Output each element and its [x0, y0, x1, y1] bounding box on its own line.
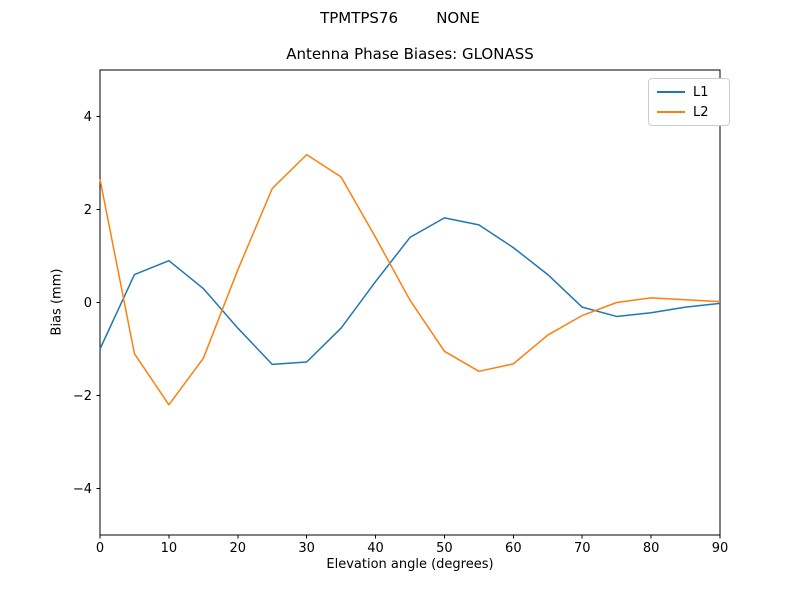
x-tick-label: 10	[161, 541, 178, 556]
legend-label-l1: L1	[693, 84, 709, 100]
series-line-l2	[99, 153, 721, 406]
y-tick-label: 0	[84, 296, 92, 311]
legend-entry-l2: L2	[657, 105, 721, 120]
x-tick-label: 40	[367, 541, 384, 556]
legend: L1 L2	[648, 78, 730, 126]
x-tick-label: 90	[712, 541, 729, 556]
y-axis-label: Bias (mm)	[49, 268, 65, 336]
x-tick-label: 0	[96, 541, 104, 556]
y-tick-label: 4	[84, 110, 92, 125]
legend-label-l2: L2	[693, 104, 709, 120]
x-tick-label: 20	[230, 541, 247, 556]
y-tick-label: 2	[84, 203, 92, 218]
legend-line-l2	[657, 111, 685, 113]
x-tick-label: 50	[436, 541, 453, 556]
series-line-l1	[99, 217, 721, 366]
x-tick-label: 80	[643, 541, 660, 556]
chart-title: Antenna Phase Biases: GLONASS	[286, 45, 534, 63]
legend-entry-l1: L1	[657, 85, 721, 100]
axes-frame	[99, 69, 721, 536]
x-tick-label: 30	[298, 541, 315, 556]
y-tick-label: −2	[73, 389, 92, 404]
figure-suptitle: TPMTPS76 NONE	[320, 9, 480, 27]
x-tick-label: 60	[505, 541, 522, 556]
x-axis-label: Elevation angle (degrees)	[326, 557, 494, 572]
x-tick-label: 70	[574, 541, 591, 556]
y-tick-label: −4	[73, 482, 92, 497]
legend-line-l1	[657, 91, 685, 93]
